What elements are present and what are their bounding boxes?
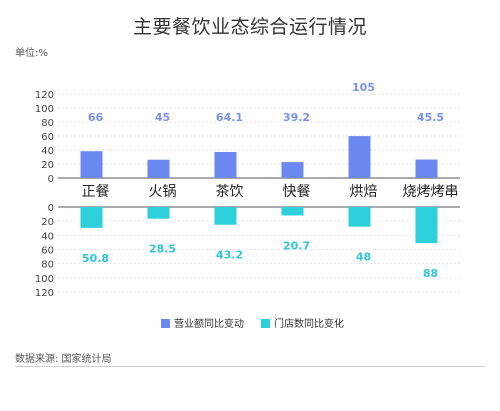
bar-revenue [147,159,170,178]
data-label-revenue: 39.2 [283,111,310,124]
data-label-stores: 20.7 [283,240,310,253]
legend-label-stores: 门店数同比变化 [274,317,344,330]
y-tick-label-bottom: 80 [41,260,54,271]
y-tick-label-bottom: 40 [41,231,54,242]
data-label-stores: 48 [356,251,371,264]
data-label-revenue: 64.1 [216,111,243,124]
chart-title: 主要餐饮业态综合运行情况 [132,16,367,38]
bar-revenue [348,136,371,178]
y-tick-label-top: 60 [41,132,54,143]
y-tick-label-bottom: 120 [35,288,54,299]
legend-swatch-stores [261,319,270,328]
y-tick-label-bottom: 0 [48,203,54,214]
butterfly-bar-chart: 0 20 40 60 80 100 120 0 20 40 60 80 100 120 66 50.8 正餐 45… [35,81,460,330]
bar-stores [348,207,371,227]
y-tick-label-top: 100 [35,104,54,115]
bar-stores [415,207,438,244]
category-label: 快餐 [283,184,311,200]
data-label-stores: 43.2 [216,249,243,262]
data-label-revenue: 66 [88,111,104,124]
data-label-stores: 28.5 [149,243,176,256]
y-tick-label-top: 20 [41,160,54,171]
data-label-revenue: 105 [352,81,375,94]
bar-stores [147,207,170,219]
y-tick-label-bottom: 20 [41,217,54,228]
data-label-stores: 88 [423,267,438,280]
category-label: 正餐 [82,184,110,200]
y-tick-label-top: 0 [48,174,54,185]
bar-stores [214,207,237,225]
data-label-stores: 50.8 [82,252,109,265]
bar-revenue [80,151,103,178]
category-label: 烘焙 [350,184,378,200]
bar-stores [281,207,304,216]
legend-label-revenue: 营业额同比变动 [174,317,244,330]
y-tick-label-bottom: 100 [35,274,54,285]
legend-swatch-revenue [161,319,170,328]
data-label-revenue: 45.5 [417,111,444,124]
source-divider [15,366,485,367]
category-label: 烧烤烤串 [403,184,459,200]
y-tick-label-top: 40 [41,146,54,157]
data-label-revenue: 45 [155,111,170,124]
y-tick-label-bottom: 60 [41,246,54,257]
y-tick-label-top: 120 [35,90,54,101]
y-tick-label-top: 80 [41,118,54,129]
unit-label: 单位:% [15,48,48,59]
category-label: 茶饮 [216,184,244,200]
data-source: 数据来源: 国家统计局 [15,354,112,365]
bar-stores [80,207,103,228]
category-label: 火锅 [149,184,177,200]
bar-revenue [214,151,237,178]
bar-revenue [281,162,304,178]
bar-revenue [415,159,438,178]
